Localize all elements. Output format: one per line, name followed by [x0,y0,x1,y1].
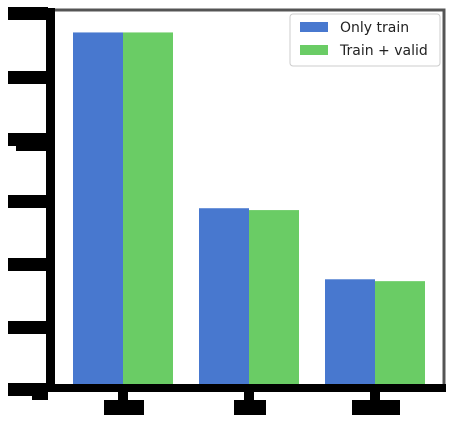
y-tick-label-zero [32,384,48,400]
x-tick-label-1 [234,400,266,415]
x-tick-2 [370,390,380,402]
x-ticks-group [104,390,400,415]
legend-label-train-valid: Train + valid [339,43,428,59]
bars-group [73,32,425,384]
legend: Only train Train + valid [289,13,441,67]
bar-train-valid-0 [123,32,173,384]
y-tick-label-1 [8,71,48,84]
y-tick-label-0 [8,7,48,20]
legend-swatch-train-valid [300,45,328,55]
y-tick-label-extra [16,142,48,151]
legend-label-only-train: Only train [340,20,409,36]
y-axis-line [46,8,55,392]
y-tick-label-4 [8,258,48,271]
x-tick-1 [244,390,254,402]
bar-only-train-0 [73,32,123,384]
y-tick-label-3 [8,195,48,208]
legend-swatch-only-train [300,22,328,32]
bar-only-train-1 [199,208,249,384]
bar-train-valid-2 [375,281,425,384]
x-tick-0 [118,390,128,402]
bar-only-train-2 [325,279,375,384]
x-tick-label-0 [104,400,144,415]
x-tick-label-2 [352,400,400,415]
x-axis-line [46,384,446,392]
y-tick-label-5 [8,321,48,334]
y-ticks-group [8,7,48,400]
bar-train-valid-1 [249,210,299,384]
